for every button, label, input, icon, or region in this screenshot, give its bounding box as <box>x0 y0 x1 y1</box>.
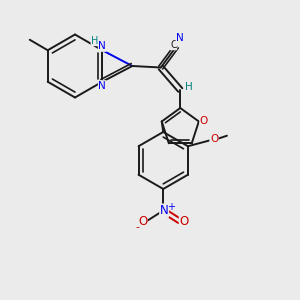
Text: +: + <box>167 202 175 212</box>
Text: N: N <box>160 204 169 217</box>
Text: C: C <box>170 40 177 50</box>
Text: H: H <box>185 82 193 92</box>
Text: O: O <box>210 134 218 144</box>
Text: N: N <box>98 41 106 51</box>
Text: H: H <box>91 36 98 46</box>
Text: O: O <box>200 116 208 127</box>
Text: N: N <box>176 33 184 43</box>
Text: -: - <box>136 222 140 232</box>
Text: N: N <box>98 81 106 91</box>
Text: O: O <box>138 215 147 228</box>
Text: O: O <box>179 215 189 228</box>
